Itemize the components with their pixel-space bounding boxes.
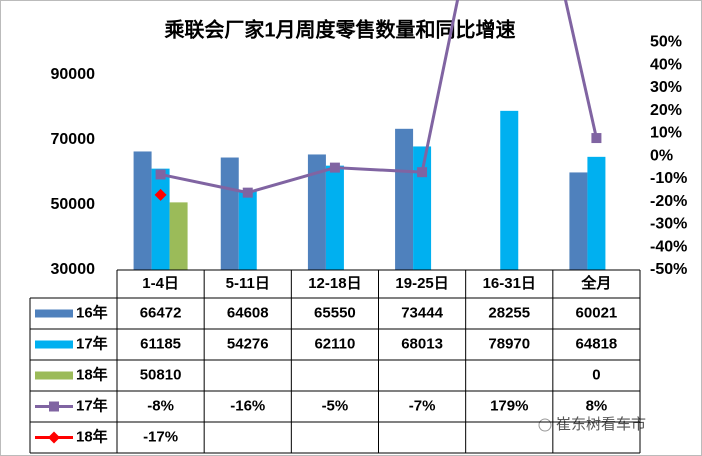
data-label: 179% [490,397,528,414]
watermark-icon [538,418,552,432]
y-tick-label: 70000 [51,131,96,148]
bar [151,168,170,270]
line-marker [154,188,167,201]
y-tick-label: 30000 [51,261,96,278]
bar [169,202,188,270]
y2-tick-label: -40% [650,238,687,255]
line-marker [591,133,602,144]
y2-tick-label: 30% [650,79,682,96]
data-label: 0 [592,366,600,383]
x-tick-label: 19-25日 [395,275,448,292]
data-label: 28255 [488,304,530,321]
data-label: 78970 [488,335,530,352]
bar [238,191,257,270]
data-label: -7% [409,397,436,414]
y2-tick-label: -30% [650,216,687,233]
y2-tick-label: 50% [650,34,682,51]
y-tick-label: 90000 [51,66,96,83]
bar [500,110,519,270]
line-marker [417,167,428,178]
legend-label: 16年 [76,303,108,321]
line [160,0,598,195]
legend-key [35,371,73,380]
data-label: -17% [143,428,178,445]
data-label: -8% [147,397,174,414]
y2-tick-label: 0% [650,147,673,164]
data-label: 61185 [140,335,181,352]
y2-tick-label: 10% [650,125,682,142]
bar [307,154,326,270]
chart-title: 乘联会厂家1月周度零售数量和同比增速 [163,17,515,41]
x-tick-label: 全月 [580,274,611,292]
bar [325,165,344,270]
line-marker [242,187,253,198]
data-label: 64608 [227,304,269,321]
y2-tick-label: -50% [650,261,687,278]
x-tick-label: 5-11日 [226,275,270,292]
bar [569,172,588,270]
watermark: 崔东树看车市 [538,416,646,433]
data-label: 54276 [227,335,269,352]
line-marker [329,162,340,173]
bar [413,146,432,270]
data-label: -5% [322,397,349,414]
y2-tick-label: -10% [650,170,687,187]
legend-marker [49,401,59,412]
data-label: 62110 [314,335,355,352]
y2-tick-label: 20% [650,102,682,119]
y-tick-label: 50000 [51,196,96,213]
legend-label: 18年 [76,427,108,445]
legend-label: 18年 [76,365,108,383]
y2-tick-label: -20% [650,193,687,210]
legend-label: 17年 [76,334,108,352]
legend-key [35,340,73,349]
legend-key [35,309,73,318]
data-label: 50810 [140,366,182,383]
bar [395,128,414,270]
y2-tick-label: 40% [650,56,682,73]
x-tick-label: 1-4日 [142,275,179,292]
data-label: 66472 [140,304,182,321]
x-tick-label: 12-18日 [308,275,361,292]
x-tick-label: 16-31日 [483,275,536,292]
bar [587,156,606,270]
legend-label: 17年 [76,396,108,414]
data-label: -16% [230,397,265,414]
line-marker [155,169,166,180]
data-label: 68013 [401,335,443,352]
data-label: 8% [586,397,608,414]
data-label: 60021 [576,304,618,321]
data-label: 64818 [576,335,618,352]
legend-marker [48,431,60,444]
data-label: 73444 [401,304,443,321]
watermark-text: 崔东树看车市 [556,416,646,433]
bar [133,151,152,270]
plot-area [133,0,606,270]
data-label: 65550 [314,304,356,321]
bar [220,157,239,270]
